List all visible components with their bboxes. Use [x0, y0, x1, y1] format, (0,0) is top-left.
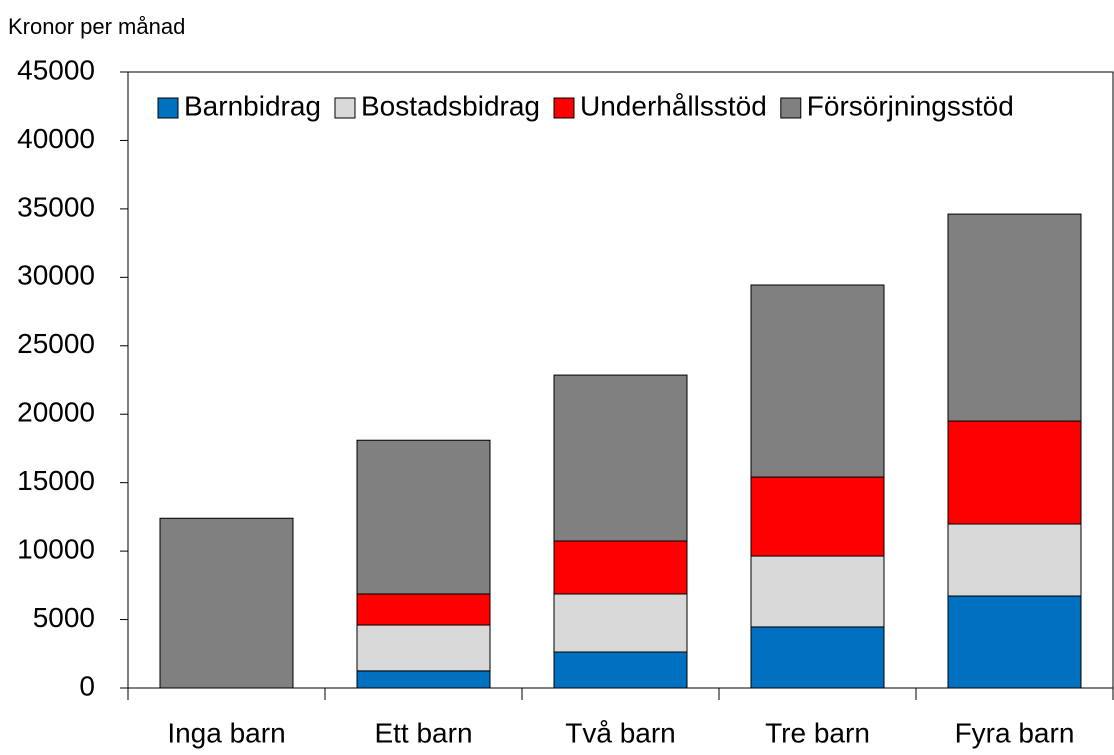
bar-segment	[356, 439, 491, 595]
bar-segment	[947, 523, 1082, 597]
x-tick-label: Två barn	[565, 717, 676, 748]
y-tick-label: 25000	[17, 328, 95, 359]
bar-segment	[947, 213, 1082, 422]
y-tick-label: 35000	[17, 191, 95, 222]
legend-label: Underhållsstöd	[580, 90, 767, 121]
y-axis-label: Kronor per månad	[8, 14, 185, 39]
legend-swatch	[334, 97, 356, 119]
legend-swatch	[553, 97, 575, 119]
legend-swatch	[157, 97, 179, 119]
bar-segment	[750, 476, 885, 557]
bar-segment	[553, 651, 688, 689]
legend-swatch	[780, 97, 802, 119]
x-tick-label: Tre barn	[765, 717, 870, 748]
y-tick-label: 20000	[17, 397, 95, 428]
y-tick-label: 40000	[17, 123, 95, 154]
bar-segment	[356, 624, 491, 672]
x-tick-label: Fyra barn	[955, 717, 1075, 748]
bar-segment	[356, 593, 491, 626]
bar-segment	[553, 540, 688, 595]
y-tick-label: 45000	[17, 54, 95, 85]
bar-segment	[750, 555, 885, 628]
bar-segment	[947, 420, 1082, 525]
x-tick-label: Ett barn	[374, 717, 472, 748]
y-tick-label: 10000	[17, 534, 95, 565]
bar-segment	[947, 595, 1082, 689]
bar-segment	[553, 374, 688, 542]
y-tick-label: 0	[79, 670, 95, 701]
bar-segment	[750, 626, 885, 689]
y-tick-label: 15000	[17, 465, 95, 496]
bar-segment	[750, 284, 885, 478]
legend-label: Barnbidrag	[184, 90, 321, 121]
bar-segment	[159, 517, 294, 689]
x-tick-label: Inga barn	[167, 717, 285, 748]
y-tick-label: 5000	[33, 602, 95, 633]
bar-segment	[356, 670, 491, 689]
bar-segment	[553, 593, 688, 653]
y-tick-label: 30000	[17, 260, 95, 291]
legend-label: Försörjningsstöd	[807, 90, 1014, 121]
legend-label: Bostadsbidrag	[361, 90, 540, 121]
